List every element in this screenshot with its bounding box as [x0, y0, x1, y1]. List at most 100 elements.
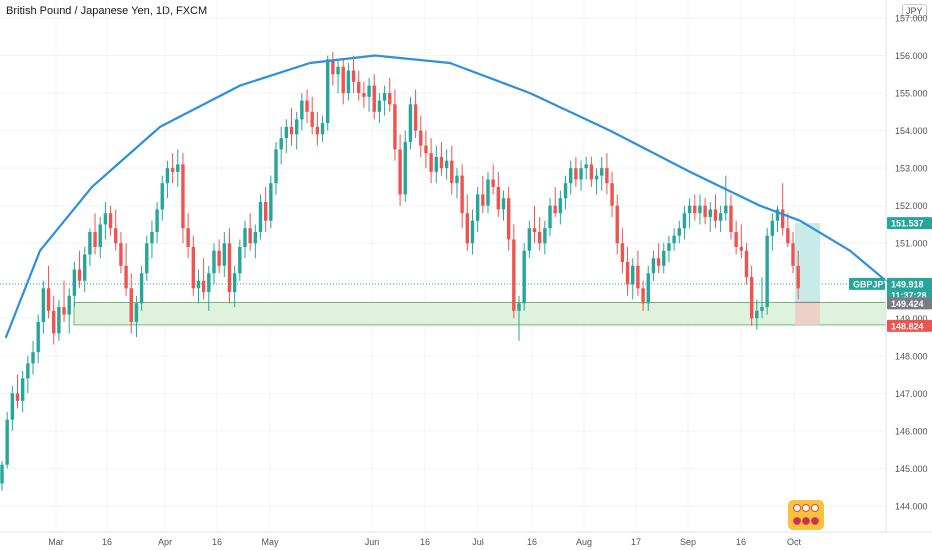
candle-body — [388, 93, 392, 105]
candle-body — [238, 246, 242, 274]
candle-body — [693, 205, 697, 214]
candle-body — [708, 209, 712, 217]
candle-body — [294, 119, 299, 135]
candle-body — [41, 288, 46, 323]
candle-body — [201, 280, 206, 293]
candle-body — [284, 126, 289, 139]
candle-body — [393, 104, 397, 150]
candle-body — [253, 231, 258, 244]
y-tick-label: 147.000 — [895, 389, 928, 399]
candle-body — [558, 198, 563, 214]
candle-body — [641, 288, 645, 304]
candle-body — [62, 307, 66, 315]
y-tick-label: 144.000 — [895, 502, 928, 512]
candle-body — [10, 393, 15, 420]
entry-price-label-bg — [887, 297, 932, 310]
candle-body — [729, 205, 733, 232]
candle-body — [444, 160, 449, 169]
candle-body — [667, 243, 671, 251]
candle-body — [186, 228, 190, 247]
stop-price-label-bg — [887, 319, 932, 332]
long-position-tool[interactable] — [795, 223, 820, 325]
candle-body — [305, 100, 309, 112]
candle-body — [103, 213, 108, 225]
candle-body — [548, 205, 552, 229]
countdown-label-text: 11:37:28 — [891, 290, 927, 300]
y-tick-label: 155.000 — [895, 89, 928, 99]
candle-body — [212, 250, 216, 274]
flag-dot — [793, 517, 801, 525]
candle-body — [217, 250, 221, 266]
flag-dot — [802, 504, 810, 512]
candle-body — [770, 220, 775, 236]
candle-body — [191, 246, 195, 289]
x-tick-label: 16 — [736, 537, 746, 547]
candle-body — [362, 93, 366, 97]
candle-body — [222, 243, 227, 266]
candle-body — [672, 235, 676, 244]
candle-body — [46, 288, 51, 311]
target-price-label-text: 151.537 — [891, 219, 924, 229]
y-tick-label: 148.000 — [895, 351, 928, 361]
candle-body — [620, 243, 625, 262]
candle-body — [367, 85, 371, 97]
flag-dot — [811, 504, 819, 512]
symbol-label: GBPJPY — [849, 277, 890, 290]
candle-body — [724, 205, 728, 214]
candle-body — [300, 100, 304, 120]
x-tick-label: 16 — [527, 537, 537, 547]
candle-body — [346, 70, 351, 94]
candle-body — [662, 250, 666, 266]
candle-body — [465, 213, 469, 244]
candle-body — [93, 231, 97, 247]
flag-dot — [811, 517, 819, 525]
x-tick-label: 17 — [631, 537, 641, 547]
candle-body — [791, 243, 795, 266]
y-tick-label: 152.000 — [895, 201, 928, 211]
y-tick-label: 151.000 — [895, 239, 928, 249]
candle-body — [481, 194, 485, 206]
candle-body — [491, 179, 495, 187]
candle-body — [527, 228, 532, 251]
x-tick-label: 16 — [420, 537, 430, 547]
candle-body — [258, 201, 263, 232]
y-tick-label: 146.000 — [895, 426, 928, 436]
x-tick-label: Jun — [365, 537, 380, 547]
candle-body — [124, 265, 128, 289]
candle-body — [584, 164, 588, 169]
candle-body — [646, 273, 650, 304]
x-tick-label: Jul — [472, 537, 484, 547]
candle-body — [15, 393, 20, 401]
candle-body — [160, 183, 164, 210]
candle-body — [351, 70, 356, 82]
currency-button[interactable]: JPY — [902, 4, 927, 18]
candle-body — [119, 243, 123, 266]
candle-body — [20, 378, 25, 401]
candle-body — [517, 303, 521, 311]
flag-dot — [802, 517, 810, 525]
candle-body — [36, 322, 40, 353]
candle-body — [532, 228, 537, 232]
candle-body — [496, 186, 501, 210]
price-axis[interactable]: 144.000 145.000 146.000 147.000 148.000 149.0… — [885, 0, 928, 532]
candle-body — [486, 179, 490, 206]
target-price-label-bg — [887, 217, 932, 230]
candle-body — [88, 231, 92, 255]
candle-body — [150, 231, 154, 244]
candle-body — [615, 205, 619, 244]
candle-body — [760, 307, 764, 311]
candle-body — [687, 205, 692, 214]
candle-body — [522, 250, 526, 304]
symbol-label-bg — [849, 277, 885, 290]
time-axis[interactable]: Mar 16 Apr 16 May Jun 16 Jul 16 Aug 17 Sep 16 Oct — [0, 531, 932, 547]
candle-body — [734, 231, 738, 247]
candle-body — [682, 213, 687, 229]
candle-body — [289, 126, 294, 135]
entry-price-label-text: 149.424 — [891, 299, 924, 309]
candle-body — [274, 149, 278, 184]
candle-body — [227, 243, 232, 293]
x-tick-label: Oct — [787, 537, 802, 547]
support-zone — [73, 301, 887, 326]
